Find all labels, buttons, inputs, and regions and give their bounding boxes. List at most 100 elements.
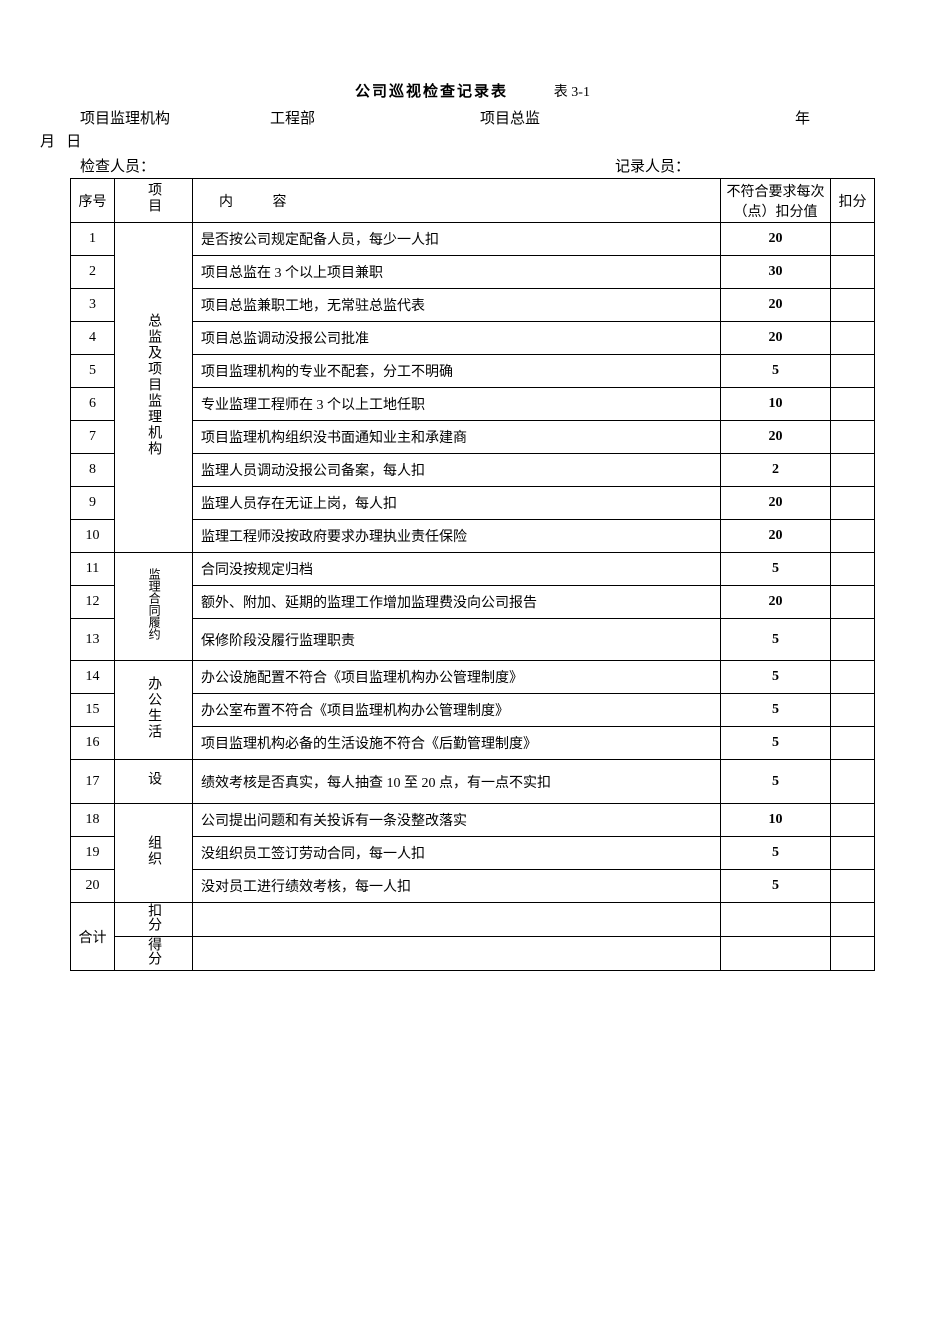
score-cell: 10 — [721, 388, 831, 421]
content-cell: 监理人员存在无证上岗，每人扣 — [192, 487, 720, 520]
score-cell: 2 — [721, 454, 831, 487]
content-cell: 项目监理机构必备的生活设施不符合《后勤管理制度》 — [192, 727, 720, 760]
score-cell: 5 — [721, 760, 831, 804]
deduct-cell — [831, 322, 875, 355]
deduct-cell — [831, 837, 875, 870]
month-label: 月 — [40, 134, 55, 150]
table-row: 14 办公生活 办公设施配置不符合《项目监理机构办公管理制度》 5 — [71, 661, 875, 694]
content-cell: 项目总监在 3 个以上项目兼职 — [192, 256, 720, 289]
content-cell: 项目总监调动没报公司批准 — [192, 322, 720, 355]
page: 公司巡视检查记录表 表 3-1 项目监理机构 工程部 项目总监 年 月 日 检查… — [0, 0, 945, 1337]
seq-cell: 19 — [71, 837, 115, 870]
total-label: 合计 — [71, 903, 115, 971]
header-row: 序号 项目 内 容 不符合要求每次（点）扣分值 扣分 — [71, 179, 875, 223]
score-cell: 5 — [721, 727, 831, 760]
content-cell: 监理人员调动没报公司备案，每人扣 — [192, 454, 720, 487]
header-seq: 序号 — [71, 179, 115, 223]
seq-cell: 6 — [71, 388, 115, 421]
table-row: 1 总监及项目监理机构 是否按公司规定配备人员，每少一人扣 20 — [71, 223, 875, 256]
meta-row-1: 项目监理机构 工程部 项目总监 年 — [70, 107, 875, 128]
seq-cell: 1 — [71, 223, 115, 256]
deduct-cell — [831, 619, 875, 661]
content-cell: 没对员工进行绩效考核，每一人扣 — [192, 870, 720, 903]
score-cell: 5 — [721, 837, 831, 870]
content-cell: 绩效考核是否真实，每人抽查 10 至 20 点，有一点不实扣 — [192, 760, 720, 804]
meta-row-2: 月 日 — [40, 130, 875, 151]
deduct-cell — [831, 223, 875, 256]
category-cell-3: 办公生活 — [115, 661, 193, 760]
deduct-cell — [831, 388, 875, 421]
content-cell: 没组织员工签订劳动合同，每一人扣 — [192, 837, 720, 870]
director-label: 项目总监 — [480, 107, 750, 128]
score-cell: 20 — [721, 586, 831, 619]
deduct-cell — [831, 586, 875, 619]
content-cell: 办公室布置不符合《项目监理机构办公管理制度》 — [192, 694, 720, 727]
deduct-cell — [831, 520, 875, 553]
deduct-cell — [831, 421, 875, 454]
score-cell: 20 — [721, 520, 831, 553]
category-cell-4: 设 — [115, 760, 193, 804]
deduct-cell — [831, 289, 875, 322]
seq-cell: 5 — [71, 355, 115, 388]
content-cell: 专业监理工程师在 3 个以上工地任职 — [192, 388, 720, 421]
content-cell: 办公设施配置不符合《项目监理机构办公管理制度》 — [192, 661, 720, 694]
personnel-row: 检查人员： 记录人员： — [70, 155, 875, 176]
content-cell: 项目总监兼职工地，无常驻总监代表 — [192, 289, 720, 322]
content-cell: 是否按公司规定配备人员，每少一人扣 — [192, 223, 720, 256]
total-row-deduct: 合计 扣分 — [71, 903, 875, 937]
deduct-cell — [831, 804, 875, 837]
seq-cell: 18 — [71, 804, 115, 837]
seq-cell: 15 — [71, 694, 115, 727]
day-label: 日 — [66, 134, 81, 150]
deduct-cell — [831, 355, 875, 388]
deduct-cell — [831, 727, 875, 760]
total-sub-score: 得分 — [115, 937, 193, 971]
recorder-label: 记录人员： — [615, 155, 875, 176]
score-cell: 20 — [721, 421, 831, 454]
deduct-cell — [831, 454, 875, 487]
seq-cell: 17 — [71, 760, 115, 804]
total-score-value — [831, 937, 875, 971]
title-row: 公司巡视检查记录表 表 3-1 — [70, 80, 875, 101]
content-cell: 保修阶段没履行监理职责 — [192, 619, 720, 661]
category-cell-2: 监理合同履约 — [115, 553, 193, 661]
score-cell: 5 — [721, 661, 831, 694]
seq-cell: 12 — [71, 586, 115, 619]
seq-cell: 8 — [71, 454, 115, 487]
total-deduct-value — [831, 903, 875, 937]
seq-cell: 3 — [71, 289, 115, 322]
dept-label: 工程部 — [270, 107, 480, 128]
seq-cell: 20 — [71, 870, 115, 903]
deduct-cell — [831, 487, 875, 520]
total-score-content — [192, 937, 720, 971]
header-deduct: 扣分 — [831, 179, 875, 223]
table-row: 17 设 绩效考核是否真实，每人抽查 10 至 20 点，有一点不实扣 5 — [71, 760, 875, 804]
seq-cell: 2 — [71, 256, 115, 289]
inspector-label: 检查人员： — [80, 155, 615, 176]
seq-cell: 14 — [71, 661, 115, 694]
score-cell: 5 — [721, 553, 831, 586]
seq-cell: 10 — [71, 520, 115, 553]
score-cell: 20 — [721, 322, 831, 355]
score-cell: 30 — [721, 256, 831, 289]
score-cell: 20 — [721, 223, 831, 256]
deduct-cell — [831, 870, 875, 903]
seq-cell: 7 — [71, 421, 115, 454]
org-label: 项目监理机构 — [70, 107, 270, 128]
category-cell-5: 组织 — [115, 804, 193, 903]
total-deduct-score — [721, 903, 831, 937]
seq-cell: 9 — [71, 487, 115, 520]
content-cell: 项目监理机构的专业不配套，分工不明确 — [192, 355, 720, 388]
content-cell: 公司提出问题和有关投诉有一条没整改落实 — [192, 804, 720, 837]
deduct-cell — [831, 694, 875, 727]
header-score: 不符合要求每次（点）扣分值 — [721, 179, 831, 223]
total-row-score: 得分 — [71, 937, 875, 971]
score-cell: 5 — [721, 355, 831, 388]
score-cell: 20 — [721, 487, 831, 520]
total-score-score — [721, 937, 831, 971]
deduct-cell — [831, 661, 875, 694]
score-cell: 5 — [721, 870, 831, 903]
score-cell: 5 — [721, 619, 831, 661]
content-cell: 额外、附加、延期的监理工作增加监理费没向公司报告 — [192, 586, 720, 619]
seq-cell: 13 — [71, 619, 115, 661]
